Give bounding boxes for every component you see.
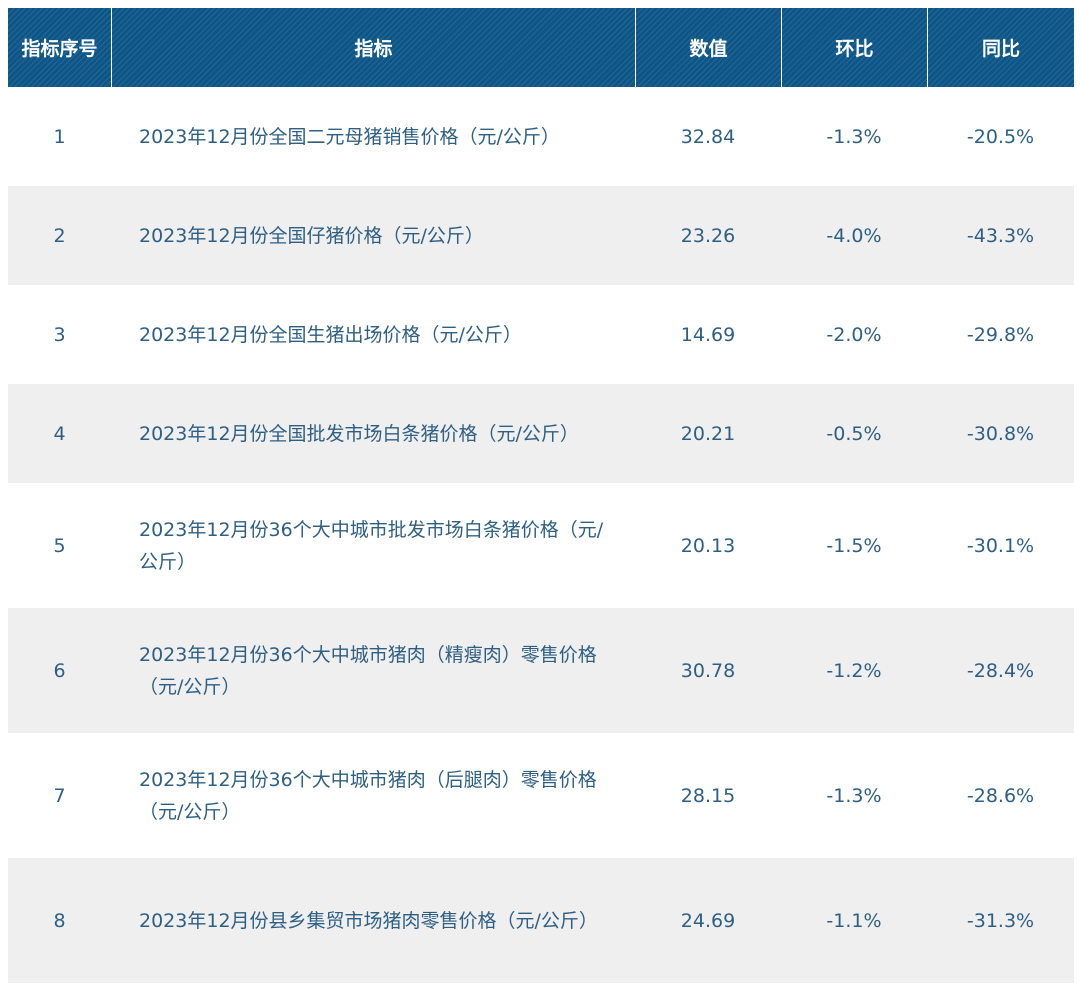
row-name-text: 2023年12月份36个大中城市批发市场白条猪价格（元/公斤） — [139, 518, 604, 573]
row-index: 7 — [53, 784, 66, 807]
table-row: 3 2023年12月份全国生猪出场价格（元/公斤） 14.69 -2.0% -2… — [8, 285, 1074, 384]
row-mom: -4.0% — [826, 224, 882, 247]
row-index: 3 — [53, 323, 66, 346]
row-value: 30.78 — [680, 659, 736, 682]
row-index: 4 — [53, 422, 66, 445]
header-mom: 环比 — [781, 8, 927, 87]
row-value: 28.15 — [680, 784, 736, 807]
row-index: 6 — [53, 659, 66, 682]
header-index: 指标序号 — [8, 8, 111, 87]
row-name-text: 2023年12月份县乡集贸市场猪肉零售价格（元/公斤） — [139, 909, 598, 932]
row-yoy: -28.6% — [966, 784, 1035, 807]
header-indicator: 指标 — [111, 8, 635, 87]
row-name: 2023年12月份36个大中城市猪肉（精瘦肉）零售价格（元/公斤） — [111, 608, 635, 733]
row-index: 1 — [53, 125, 66, 148]
table-row: 1 2023年12月份全国二元母猪销售价格（元/公斤） 32.84 -1.3% … — [8, 87, 1074, 186]
row-mom: -0.5% — [826, 422, 882, 445]
row-name: 2023年12月份全国二元母猪销售价格（元/公斤） — [111, 87, 635, 186]
row-yoy: -31.3% — [966, 909, 1035, 932]
table-row: 4 2023年12月份全国批发市场白条猪价格（元/公斤） 20.21 -0.5%… — [8, 384, 1074, 483]
row-yoy: -30.1% — [966, 534, 1035, 557]
table-row: 2 2023年12月份全国仔猪价格（元/公斤） 23.26 -4.0% -43.… — [8, 186, 1074, 285]
row-value: 32.84 — [680, 125, 736, 148]
row-name-text: 2023年12月份全国批发市场白条猪价格（元/公斤） — [139, 422, 579, 445]
row-yoy: -20.5% — [966, 125, 1035, 148]
row-name-text: 2023年12月份全国二元母猪销售价格（元/公斤） — [139, 125, 560, 148]
row-name-text: 2023年12月份36个大中城市猪肉（精瘦肉）零售价格（元/公斤） — [139, 643, 597, 698]
row-name-text: 2023年12月份36个大中城市猪肉（后腿肉）零售价格（元/公斤） — [139, 768, 597, 823]
row-name: 2023年12月份36个大中城市批发市场白条猪价格（元/公斤） — [111, 483, 635, 608]
row-mom: -1.5% — [826, 534, 882, 557]
row-yoy: -29.8% — [966, 323, 1035, 346]
table-row: 6 2023年12月份36个大中城市猪肉（精瘦肉）零售价格（元/公斤） 30.7… — [8, 608, 1074, 733]
table-row: 8 2023年12月份县乡集贸市场猪肉零售价格（元/公斤） 24.69 -1.1… — [8, 858, 1074, 983]
table-header: 指标序号 指标 数值 环比 同比 — [8, 8, 1074, 87]
row-value: 14.69 — [680, 323, 736, 346]
row-name: 2023年12月份全国批发市场白条猪价格（元/公斤） — [111, 384, 635, 483]
row-mom: -1.3% — [826, 125, 882, 148]
data-table: 指标序号 指标 数值 环比 同比 1 2023年12月份全国二元母猪销售价格（元… — [8, 8, 1074, 983]
row-value: 24.69 — [680, 909, 736, 932]
row-mom: -1.2% — [826, 659, 882, 682]
row-index: 2 — [53, 224, 66, 247]
row-index: 5 — [53, 534, 66, 557]
header-yoy: 同比 — [927, 8, 1074, 87]
table-row: 7 2023年12月份36个大中城市猪肉（后腿肉）零售价格（元/公斤） 28.1… — [8, 733, 1074, 858]
row-value: 23.26 — [680, 224, 736, 247]
row-name: 2023年12月份县乡集贸市场猪肉零售价格（元/公斤） — [111, 858, 635, 983]
row-mom: -1.3% — [826, 784, 882, 807]
row-yoy: -43.3% — [966, 224, 1035, 247]
row-yoy: -28.4% — [966, 659, 1035, 682]
row-mom: -2.0% — [826, 323, 882, 346]
row-value: 20.13 — [680, 534, 736, 557]
header-value: 数值 — [635, 8, 781, 87]
table-row: 5 2023年12月份36个大中城市批发市场白条猪价格（元/公斤） 20.13 … — [8, 483, 1074, 608]
row-name-text: 2023年12月份全国仔猪价格（元/公斤） — [139, 224, 484, 247]
row-mom: -1.1% — [826, 909, 882, 932]
row-value: 20.21 — [680, 422, 736, 445]
row-name: 2023年12月份全国生猪出场价格（元/公斤） — [111, 285, 635, 384]
row-name-text: 2023年12月份全国生猪出场价格（元/公斤） — [139, 323, 522, 346]
row-name: 2023年12月份36个大中城市猪肉（后腿肉）零售价格（元/公斤） — [111, 733, 635, 858]
row-name: 2023年12月份全国仔猪价格（元/公斤） — [111, 186, 635, 285]
row-index: 8 — [53, 909, 66, 932]
row-yoy: -30.8% — [966, 422, 1035, 445]
